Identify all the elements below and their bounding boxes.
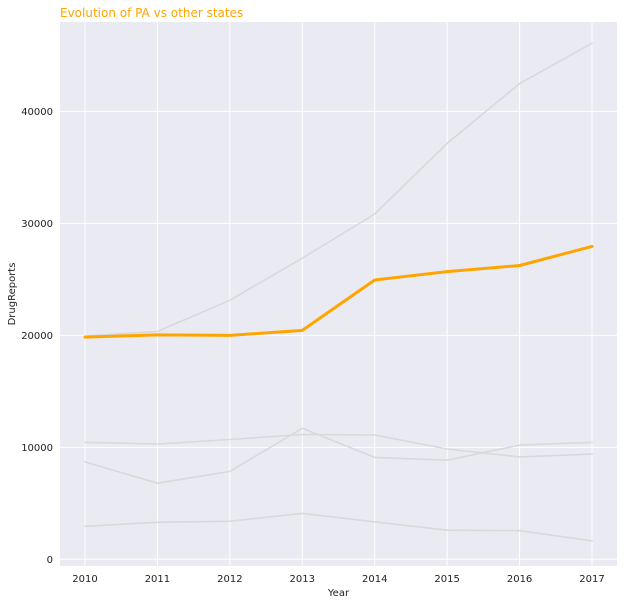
background-series-line (84, 42, 593, 337)
background-series-line (84, 427, 593, 484)
series-group (83, 42, 594, 542)
y-tick-label: 30000 (21, 219, 53, 230)
y-tick-label: 40000 (21, 107, 53, 118)
x-axis-label: Year (327, 588, 350, 599)
y-tick-label: 0 (47, 555, 53, 566)
highlighted-series-line (83, 244, 594, 339)
x-tick-label: 2017 (579, 574, 604, 585)
y-tick-label: 20000 (21, 331, 53, 342)
plot-area (60, 22, 617, 566)
x-tick-label: 2010 (72, 574, 97, 585)
x-tick-label: 2015 (434, 574, 459, 585)
x-tick-label: 2011 (145, 574, 170, 585)
x-tick-label: 2013 (290, 574, 315, 585)
background-series-line (84, 433, 593, 458)
chart-title: Evolution of PA vs other states (60, 6, 243, 20)
y-axis-label: DrugReports (7, 263, 18, 326)
x-tick-labels: 2010 2011 2012 2013 2014 2015 2016 2017 (72, 574, 604, 585)
x-tick-label: 2016 (507, 574, 532, 585)
y-tick-label: 10000 (21, 443, 53, 454)
background-series-line (84, 512, 593, 542)
y-tick-labels: 0 10000 20000 30000 40000 (21, 107, 53, 566)
x-tick-label: 2012 (217, 574, 242, 585)
x-tick-label: 2014 (362, 574, 387, 585)
